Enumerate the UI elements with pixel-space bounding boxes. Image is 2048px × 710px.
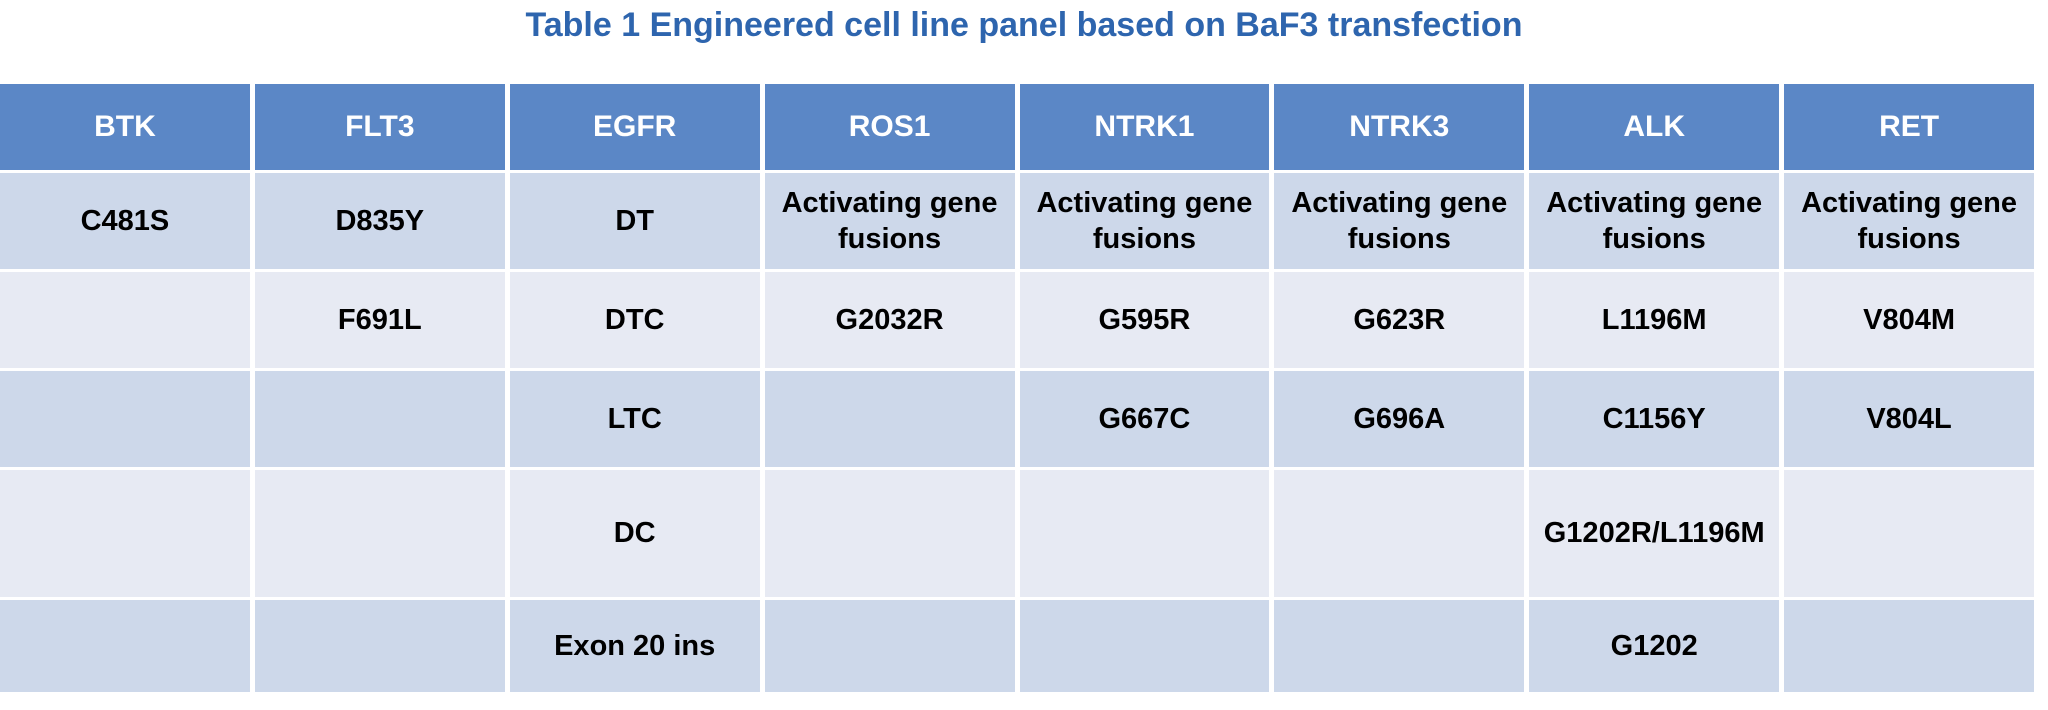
table-cell: G1202R/L1196M	[1529, 470, 1780, 597]
column-header-ntrk3: NTRK3	[1274, 84, 1525, 170]
table-cell: G696A	[1274, 371, 1525, 467]
table-cell: G1202	[1529, 600, 1780, 692]
table-cell	[764, 470, 1015, 597]
table-cell	[1784, 470, 2034, 597]
table-cell: Activating gene fusions	[1529, 173, 1780, 269]
column-header-flt3: FLT3	[254, 84, 505, 170]
table-cell	[254, 600, 505, 692]
table-cell	[1019, 470, 1270, 597]
table-cell: C1156Y	[1529, 371, 1780, 467]
table-cell: C481S	[0, 173, 250, 269]
column-header-ntrk1: NTRK1	[1019, 84, 1270, 170]
table-cell	[1274, 600, 1525, 692]
table-cell: Activating gene fusions	[1784, 173, 2034, 269]
table-cell: DC	[509, 470, 760, 597]
table-cell	[0, 272, 250, 368]
table-cell	[0, 470, 250, 597]
table-cell	[0, 600, 250, 692]
table-cell: DT	[509, 173, 760, 269]
table-cell: Exon 20 ins	[509, 600, 760, 692]
table-cell	[1274, 470, 1525, 597]
table-cell: G667C	[1019, 371, 1270, 467]
table-cell: F691L	[254, 272, 505, 368]
column-header-btk: BTK	[0, 84, 250, 170]
table-cell: LTC	[509, 371, 760, 467]
table-cell: G595R	[1019, 272, 1270, 368]
table-cell	[764, 600, 1015, 692]
table-cell: D835Y	[254, 173, 505, 269]
column-header-ros1: ROS1	[764, 84, 1015, 170]
table-cell: Activating gene fusions	[1019, 173, 1270, 269]
column-header-alk: ALK	[1529, 84, 1780, 170]
table-cell: L1196M	[1529, 272, 1780, 368]
column-header-ret: RET	[1784, 84, 2034, 170]
column-header-egfr: EGFR	[509, 84, 760, 170]
table-cell	[254, 371, 505, 467]
table-cell	[254, 470, 505, 597]
cell-line-panel-table: BTK FLT3 EGFR ROS1 NTRK1 NTRK3 ALK RET C…	[0, 84, 2034, 692]
table-cell	[764, 371, 1015, 467]
table-cell: Activating gene fusions	[764, 173, 1015, 269]
table-cell	[0, 371, 250, 467]
table-cell: G2032R	[764, 272, 1015, 368]
table-cell	[1019, 600, 1270, 692]
table-cell: G623R	[1274, 272, 1525, 368]
table-cell: DTC	[509, 272, 760, 368]
table-title: Table 1 Engineered cell line panel based…	[525, 6, 1523, 44]
table-cell	[1784, 600, 2034, 692]
table-cell: Activating gene fusions	[1274, 173, 1525, 269]
table-cell: V804M	[1784, 272, 2034, 368]
table-cell: V804L	[1784, 371, 2034, 467]
